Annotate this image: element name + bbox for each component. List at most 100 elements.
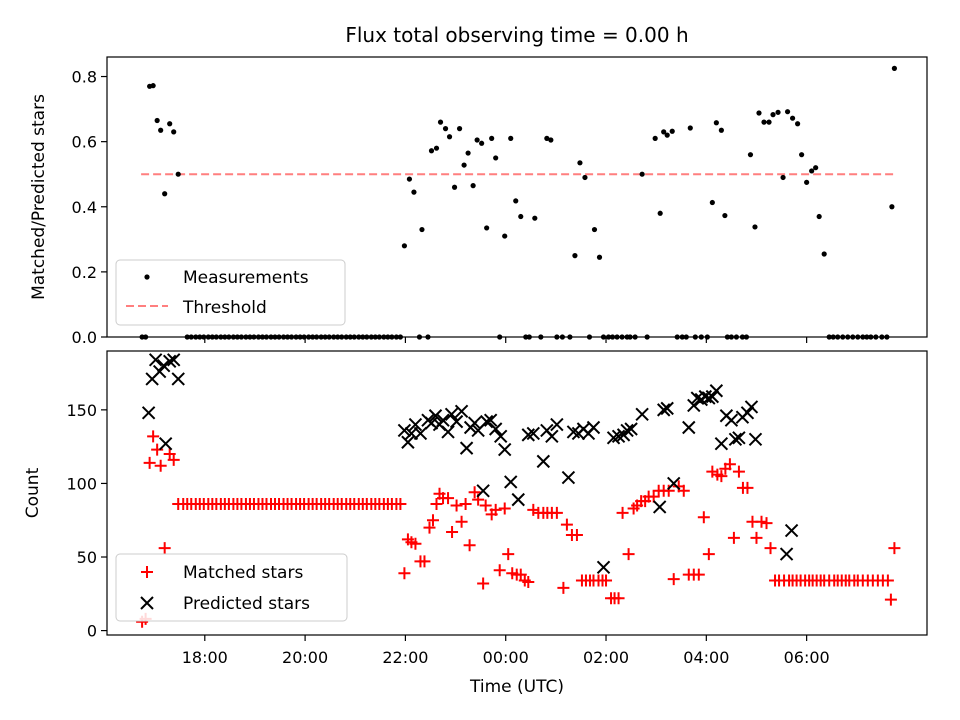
measurement-point (446, 134, 453, 140)
predicted-star-point (449, 414, 464, 429)
measurement-point (664, 132, 670, 138)
measurement-point (401, 243, 408, 249)
predicted-star-point (521, 428, 535, 442)
measurement-point (713, 120, 719, 126)
measurement-point (761, 119, 767, 125)
matched-star-point (502, 548, 515, 561)
measurement-point (479, 140, 485, 146)
measurement-point (657, 210, 663, 216)
measurement-point (722, 212, 728, 219)
predicted-star-point (424, 416, 439, 430)
predicted-star-point (624, 422, 638, 436)
predicted-star-point (397, 423, 412, 438)
predicted-star-point (635, 407, 649, 421)
matched-star-point (398, 567, 411, 580)
predicted-star-point (545, 429, 559, 444)
matched-stars-legend-marker (141, 566, 153, 578)
matched-star-point (750, 531, 763, 544)
predicted-star-point (714, 436, 729, 451)
predicted-star-point (709, 384, 724, 398)
predicted-star-point (705, 389, 720, 404)
matched-star-point (616, 506, 629, 519)
measurement-point (474, 137, 480, 143)
measurement-point (433, 145, 440, 151)
matched-star-point (489, 503, 502, 516)
measurement-point (428, 148, 435, 154)
measurement-point (484, 225, 490, 231)
matched-star-point (154, 459, 167, 472)
matched-stars-legend-label: Matched stars (183, 563, 303, 583)
matched-star-point (479, 499, 492, 512)
predicted-star-point (498, 442, 512, 457)
measurement-point (591, 226, 598, 233)
matched-star-point (522, 576, 535, 589)
matched-star-point (662, 484, 675, 497)
measurement-point (532, 215, 538, 221)
predicted-star-point (504, 475, 518, 489)
measurement-point (639, 171, 645, 177)
matched-star-point (702, 548, 715, 561)
predicted-star-point (728, 432, 743, 446)
measurement-point (804, 179, 810, 185)
predicted-star-point (444, 407, 459, 421)
matched-star-point (477, 577, 490, 590)
predicted-star-point (454, 404, 469, 419)
measurement-point (162, 191, 168, 197)
matched-star-point (459, 498, 472, 511)
measurement-point (661, 129, 667, 135)
matched-star-point (715, 470, 728, 483)
x-axis-label: Time (UTC) (469, 677, 564, 697)
predicted-star-point (156, 359, 171, 373)
predicted-star-point (476, 484, 490, 498)
matched-star-point (741, 481, 754, 494)
predicted-star-point (479, 414, 494, 429)
matched-star-point (570, 528, 583, 541)
matched-star-point (727, 531, 740, 544)
top-y-tick-label: 0.2 (72, 263, 97, 282)
matched-star-point (450, 499, 463, 512)
measurement-point (821, 251, 827, 257)
top-panel: 0.00.20.40.60.8 Matched/Predicted stars … (29, 56, 928, 347)
x-tick-label: 20:00 (282, 648, 328, 667)
bottom-legend: Matched stars Predicted stars (115, 553, 348, 622)
top-y-axis: 0.0 0.2 0.4 0.6 0.8 (72, 68, 107, 347)
x-tick-label: 22:00 (382, 648, 428, 667)
top-legend-box (115, 259, 346, 326)
bottom-x-axis: 18:00 20:00 22:00 00:00 02:00 04:00 06:00 (182, 635, 830, 667)
measurement-point (419, 226, 425, 233)
measurement-point (150, 83, 156, 89)
matched-star-point (426, 514, 439, 527)
predicted-star-point (436, 413, 450, 427)
predicted-star-point (401, 435, 415, 449)
bottom-y-axis: 0 50 100 150 (66, 401, 107, 641)
matched-star-point (677, 484, 690, 497)
measurement-point (596, 254, 603, 260)
measurement-point (669, 128, 675, 134)
measurement-point (766, 119, 772, 125)
measurement-point (158, 127, 164, 133)
measurement-point (406, 176, 413, 182)
measurement-point (175, 171, 181, 177)
measurements-legend-marker (144, 274, 150, 280)
x-tick-label: 00:00 (483, 648, 529, 667)
predicted-star-point (162, 354, 177, 369)
predicted-star-point (148, 353, 163, 367)
predicted-star-point (740, 406, 755, 420)
matched-star-point (560, 518, 573, 531)
predicted-star-point (586, 420, 601, 435)
matched-star-point (550, 506, 563, 519)
predicted-star-point (483, 413, 498, 427)
predicted-star-point (467, 416, 482, 430)
matched-star-point (468, 486, 481, 499)
measurement-point (470, 183, 476, 189)
matched-star-point (764, 542, 777, 555)
predicted-stars-legend-label: Predicted stars (183, 594, 310, 614)
x-tick-label: 18:00 (182, 648, 228, 667)
measurement-point (502, 233, 508, 239)
matched-star-point (423, 521, 436, 534)
matched-star-point (418, 555, 431, 568)
measurement-point (709, 199, 715, 206)
bottom-legend-box (115, 553, 348, 622)
matched-star-point (143, 456, 156, 469)
